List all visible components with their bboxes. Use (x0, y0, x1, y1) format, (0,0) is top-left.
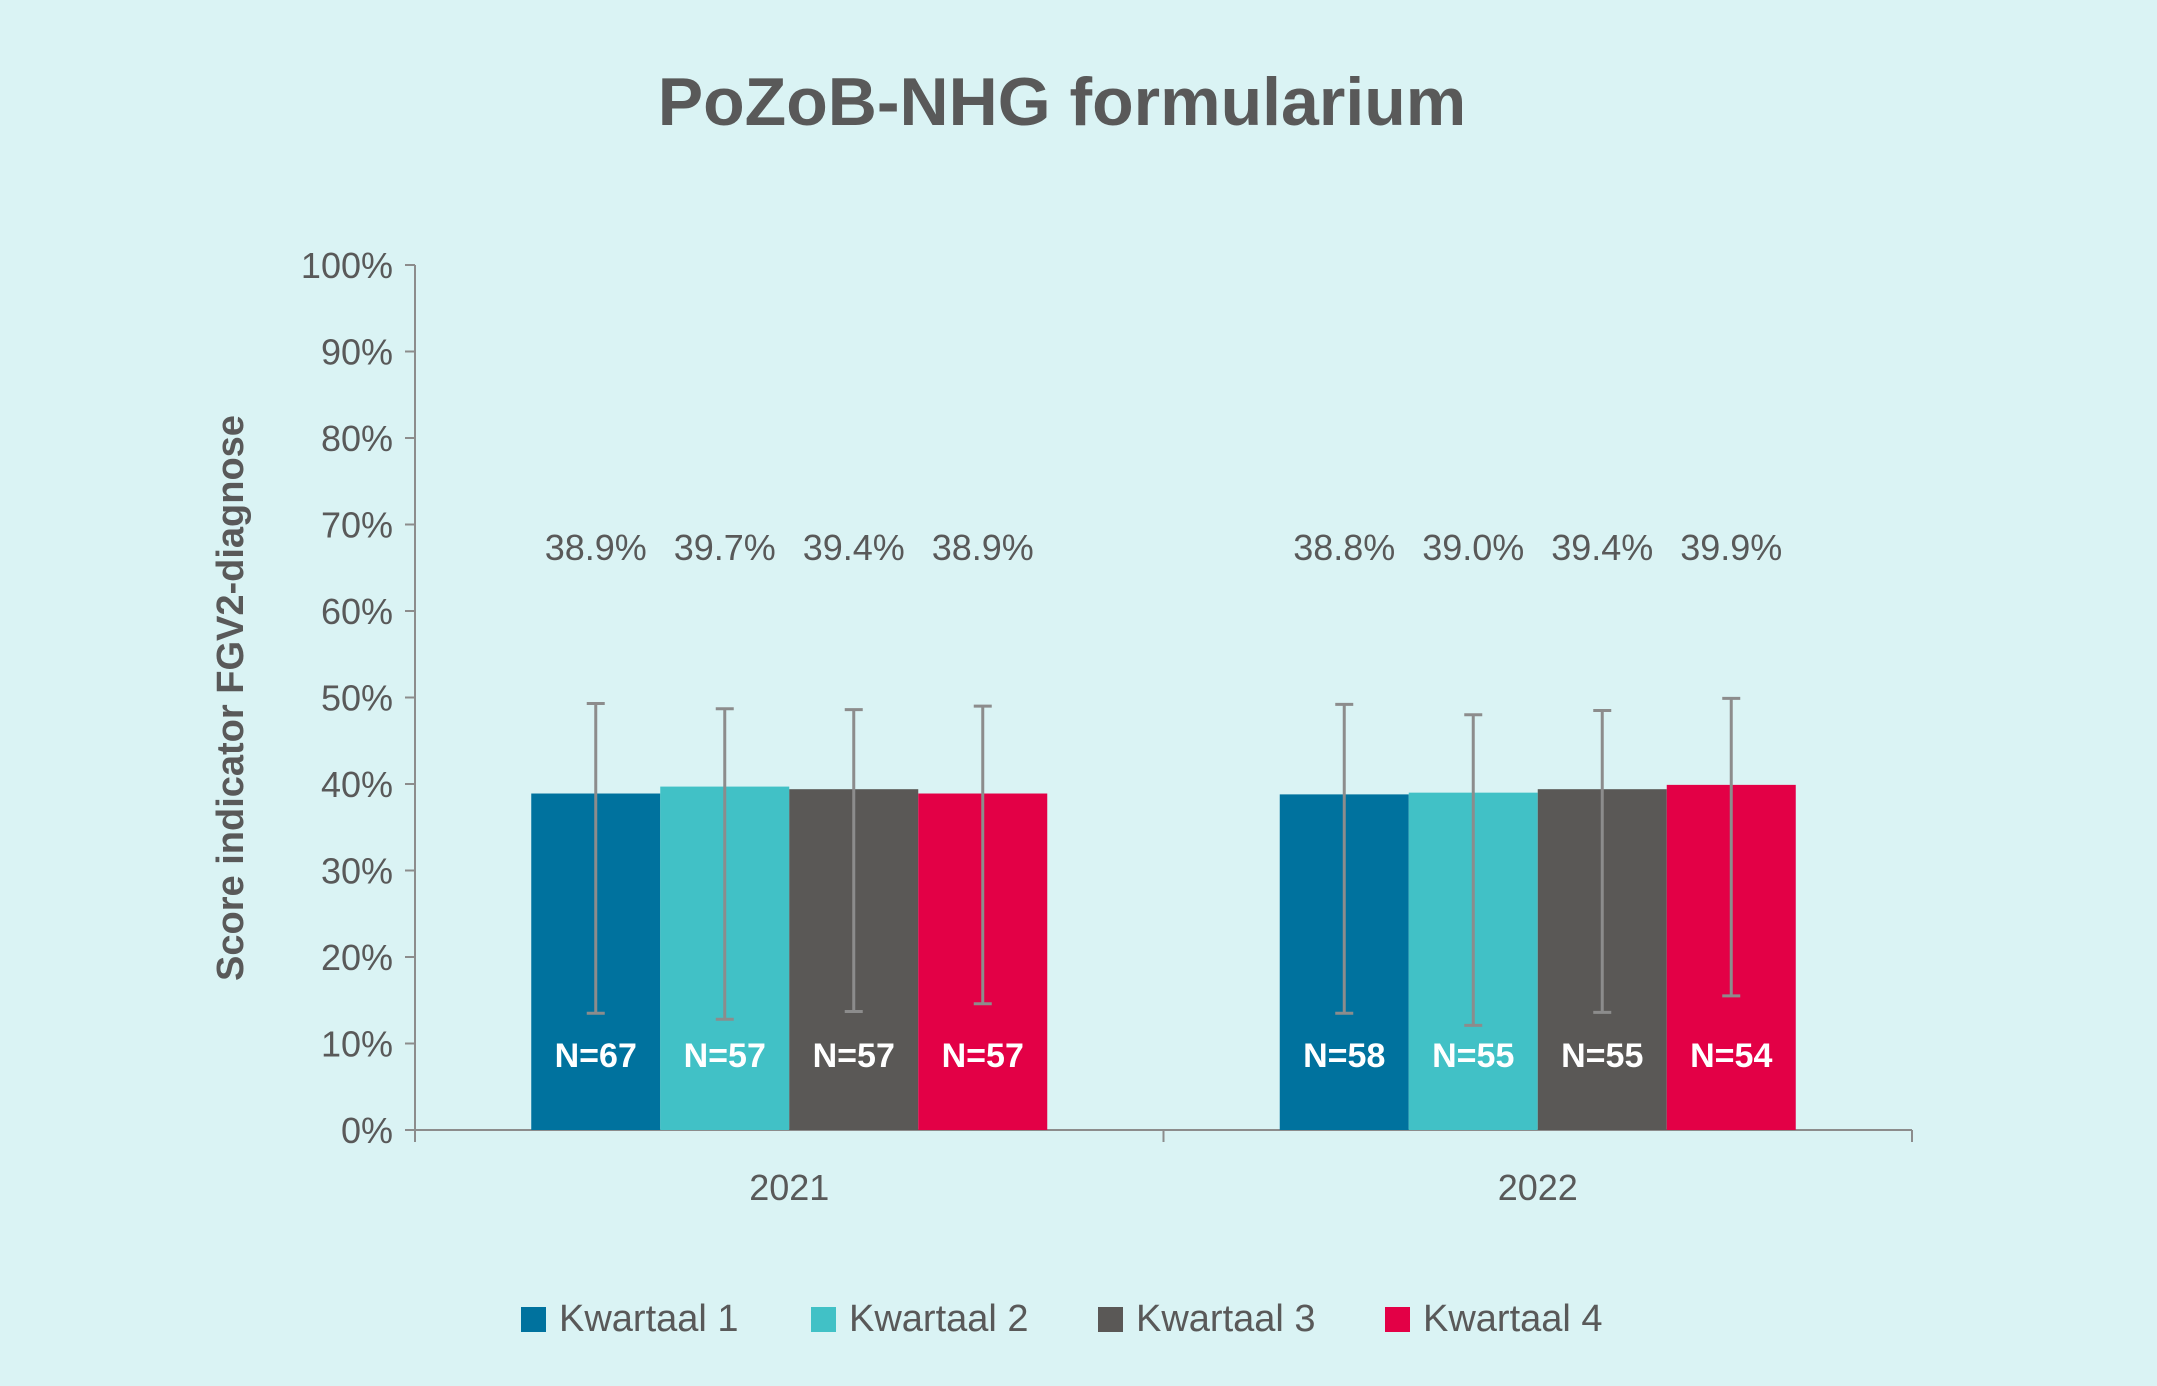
legend-swatch (521, 1307, 546, 1332)
n-label: N=57 (813, 1037, 895, 1075)
data-label: 39.9% (1680, 527, 1782, 568)
legend-label: Kwartaal 1 (559, 1298, 739, 1340)
n-label: N=67 (555, 1037, 637, 1075)
y-tick-label: 50% (321, 678, 393, 719)
data-label: 38.9% (932, 527, 1034, 568)
legend-label: Kwartaal 4 (1423, 1298, 1603, 1340)
legend-label: Kwartaal 2 (849, 1298, 1029, 1340)
n-label: N=55 (1432, 1037, 1514, 1075)
y-tick-label: 70% (321, 505, 393, 546)
y-tick-label: 30% (321, 851, 393, 892)
y-tick-label: 20% (321, 937, 393, 978)
y-axis-title: Score indicator FGV2-diagnose (210, 415, 252, 981)
x-category-label: 2022 (1498, 1167, 1578, 1208)
legend-swatch (811, 1307, 836, 1332)
n-label: N=57 (942, 1037, 1024, 1075)
data-label: 39.7% (674, 527, 776, 568)
chart-title: PoZoB-NHG formularium (658, 64, 1466, 140)
y-tick-label: 100% (301, 245, 393, 286)
n-label: N=54 (1690, 1037, 1772, 1075)
n-label: N=57 (684, 1037, 766, 1075)
data-label: 39.4% (1551, 527, 1653, 568)
y-tick-label: 90% (321, 332, 393, 373)
data-label: 39.4% (803, 527, 905, 568)
data-label: 39.0% (1422, 527, 1524, 568)
x-category-label: 2021 (749, 1167, 829, 1208)
data-label: 38.8% (1293, 527, 1395, 568)
y-tick-label: 10% (321, 1024, 393, 1065)
y-tick-label: 40% (321, 764, 393, 805)
n-label: N=55 (1561, 1037, 1643, 1075)
data-label: 38.9% (545, 527, 647, 568)
n-label: N=58 (1303, 1037, 1385, 1075)
legend-swatch (1385, 1307, 1410, 1332)
legend-swatch (1098, 1307, 1123, 1332)
y-tick-label: 0% (341, 1110, 393, 1151)
legend: Kwartaal 1 Kwartaal 2 Kwartaal 3 Kwartaal 4 (521, 1298, 1603, 1340)
y-tick-label: 80% (321, 418, 393, 459)
plot-area: 0% 10% 20% 30% 40% 50% 60% 70% 80% 90% 100% 2021 38.… (301, 245, 1913, 1208)
legend-label: Kwartaal 3 (1136, 1298, 1316, 1340)
y-tick-label: 60% (321, 591, 393, 632)
